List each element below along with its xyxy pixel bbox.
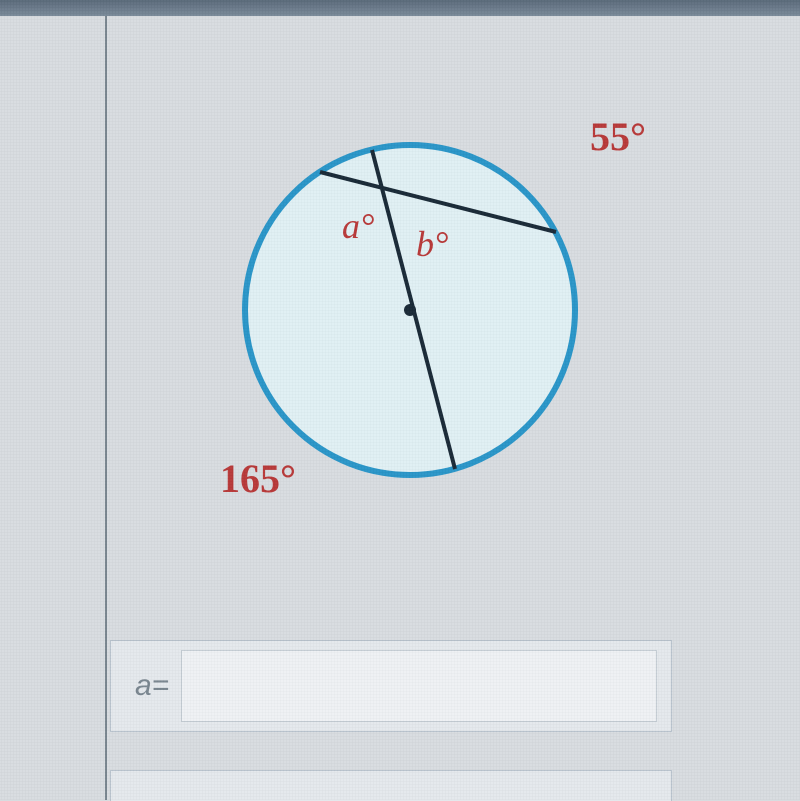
arc-label-165: 165° <box>220 456 296 501</box>
answer-a-row: a= <box>110 640 672 732</box>
answer-a-label: a= <box>111 669 181 703</box>
center-point <box>404 304 416 316</box>
angle-label-a: a° <box>342 206 374 246</box>
answer-a-input[interactable] <box>181 650 657 722</box>
next-answer-row-fragment <box>110 770 672 801</box>
geometry-diagram: 55° 165° a° b° <box>150 60 670 560</box>
circle-diagram-svg: 55° 165° a° b° <box>150 60 670 560</box>
arc-label-55: 55° <box>590 114 646 159</box>
left-separator <box>105 16 107 800</box>
window-titlebar-fragment <box>0 0 800 16</box>
angle-label-b: b° <box>416 224 448 264</box>
